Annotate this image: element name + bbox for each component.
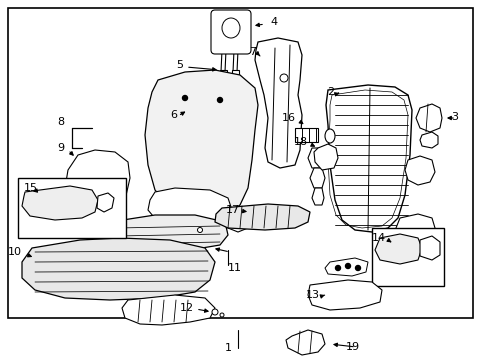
Text: 5: 5 (176, 60, 183, 70)
Polygon shape (419, 132, 437, 148)
Polygon shape (231, 70, 239, 76)
Polygon shape (307, 148, 327, 168)
Text: 14: 14 (371, 233, 385, 243)
Text: 12: 12 (180, 303, 194, 313)
Text: 1: 1 (224, 343, 231, 353)
Text: 7: 7 (248, 47, 256, 57)
Polygon shape (325, 258, 367, 276)
Circle shape (345, 264, 350, 269)
Polygon shape (224, 208, 249, 232)
Polygon shape (145, 70, 258, 218)
Polygon shape (415, 104, 441, 132)
Text: 16: 16 (282, 113, 295, 123)
Polygon shape (294, 128, 317, 142)
Ellipse shape (325, 129, 334, 143)
Text: 11: 11 (227, 263, 242, 273)
Polygon shape (313, 144, 337, 170)
Text: 17: 17 (225, 205, 240, 215)
Polygon shape (307, 280, 381, 310)
Bar (371, 228, 443, 286)
Polygon shape (221, 50, 225, 72)
Text: 6: 6 (170, 110, 177, 120)
Polygon shape (311, 188, 324, 205)
Polygon shape (254, 38, 302, 168)
Text: 8: 8 (57, 117, 64, 127)
Circle shape (197, 228, 202, 233)
Text: 2: 2 (326, 87, 333, 97)
Polygon shape (404, 156, 434, 185)
Polygon shape (395, 214, 434, 242)
Polygon shape (148, 188, 231, 232)
Text: 3: 3 (450, 112, 457, 122)
Polygon shape (122, 295, 215, 325)
Polygon shape (232, 50, 238, 72)
Text: 10: 10 (8, 247, 22, 257)
Polygon shape (65, 150, 130, 220)
Polygon shape (22, 238, 215, 300)
Polygon shape (215, 204, 309, 230)
Polygon shape (285, 330, 325, 355)
Circle shape (182, 95, 187, 100)
Text: 4: 4 (269, 17, 277, 27)
Polygon shape (419, 236, 439, 260)
Circle shape (355, 266, 360, 270)
Circle shape (212, 309, 218, 315)
FancyBboxPatch shape (210, 10, 250, 54)
Polygon shape (22, 186, 98, 220)
Polygon shape (105, 215, 227, 252)
Bar (18, 178, 126, 238)
Ellipse shape (222, 18, 240, 38)
Text: 9: 9 (57, 143, 64, 153)
Text: 19: 19 (345, 342, 359, 352)
Text: 13: 13 (305, 290, 319, 300)
Text: 15: 15 (24, 183, 38, 193)
Polygon shape (309, 168, 325, 188)
Bar (8, 8, 472, 318)
Polygon shape (97, 193, 114, 212)
Circle shape (280, 74, 287, 82)
Text: 18: 18 (293, 137, 307, 147)
Polygon shape (325, 85, 411, 232)
Circle shape (217, 98, 222, 103)
Circle shape (335, 266, 340, 270)
Circle shape (220, 313, 224, 317)
Polygon shape (374, 234, 421, 264)
Polygon shape (220, 70, 226, 76)
